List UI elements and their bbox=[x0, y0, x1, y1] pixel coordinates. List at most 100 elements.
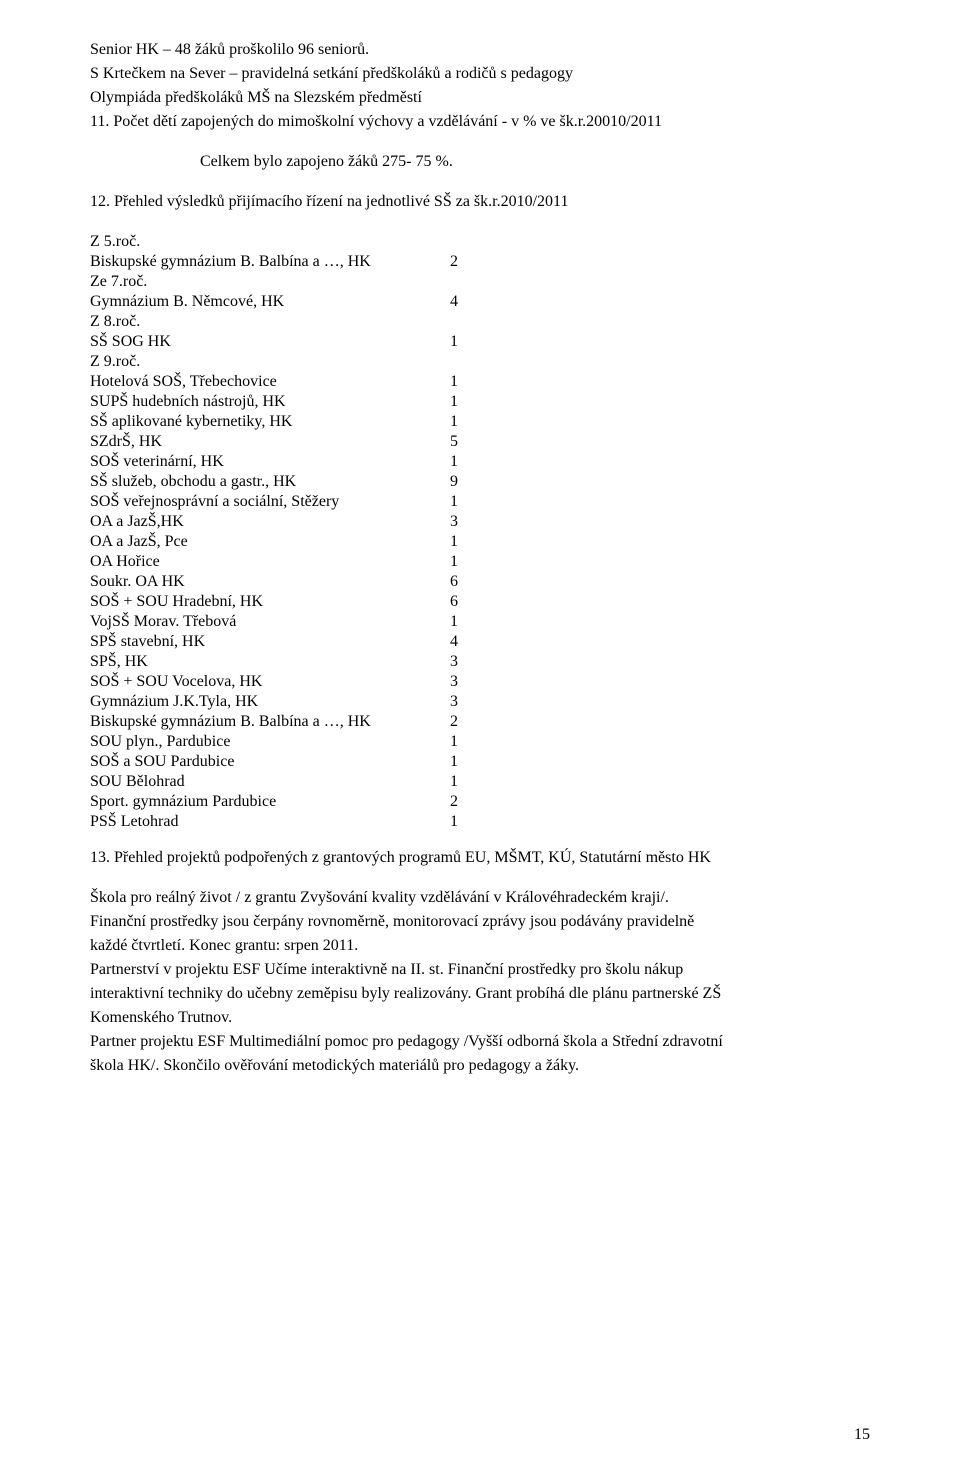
list-item: VojSŠ Morav. Třebová1 bbox=[90, 612, 870, 632]
list-item-value: 5 bbox=[450, 432, 480, 452]
list-item: OA Hořice1 bbox=[90, 552, 870, 572]
list-item-label: SPŠ stavební, HK bbox=[90, 632, 450, 652]
list-item-value: 3 bbox=[450, 692, 480, 712]
list-item: SPŠ stavební, HK4 bbox=[90, 632, 870, 652]
list-item-value: 1 bbox=[450, 372, 480, 392]
list-item-value: 4 bbox=[450, 292, 480, 312]
closing-line-4: Partnerství v projektu ESF Učíme interak… bbox=[90, 960, 870, 980]
list-item-value: 6 bbox=[450, 572, 480, 592]
list-item-label: PSŠ Letohrad bbox=[90, 812, 450, 832]
list-item: SZdrŠ, HK5 bbox=[90, 432, 870, 452]
intro-line-2: S Krtečkem na Sever – pravidelná setkání… bbox=[90, 64, 870, 84]
list-item-label: Z 8.roč. bbox=[90, 312, 450, 332]
list-item-value: 1 bbox=[450, 532, 480, 552]
list-item-value: 4 bbox=[450, 632, 480, 652]
list-item-value: 1 bbox=[450, 452, 480, 472]
intro-line-5: Celkem bylo zapojeno žáků 275- 75 %. bbox=[200, 152, 870, 172]
list-item: SOU Bělohrad1 bbox=[90, 772, 870, 792]
closing-line-6: Komenského Trutnov. bbox=[90, 1008, 870, 1028]
list-item: Biskupské gymnázium B. Balbína a …, HK2 bbox=[90, 712, 870, 732]
list-item-label: Soukr. OA HK bbox=[90, 572, 450, 592]
list-item-value: 6 bbox=[450, 592, 480, 612]
list-item-label: SOŠ + SOU Hradební, HK bbox=[90, 592, 450, 612]
list-item: SOŠ veterinární, HK1 bbox=[90, 452, 870, 472]
list-item: SOŠ + SOU Vocelova, HK3 bbox=[90, 672, 870, 692]
list-item-value: 1 bbox=[450, 552, 480, 572]
list-item-label: SOŠ veřejnosprávní a sociální, Stěžery bbox=[90, 492, 450, 512]
list-item-label: VojSŠ Morav. Třebová bbox=[90, 612, 450, 632]
list-item: SUPŠ hudebních nástrojů, HK1 bbox=[90, 392, 870, 412]
list-item-value: 2 bbox=[450, 712, 480, 732]
list-item-label: SZdrŠ, HK bbox=[90, 432, 450, 452]
list-item-label: OA a JazŠ,HK bbox=[90, 512, 450, 532]
section-13-title: 13. Přehled projektů podpořených z grant… bbox=[90, 848, 870, 868]
list-item: Z 8.roč. bbox=[90, 312, 870, 332]
list-item-label: SOŠ + SOU Vocelova, HK bbox=[90, 672, 450, 692]
list-item-value: 1 bbox=[450, 812, 480, 832]
list-item: SOU plyn., Pardubice1 bbox=[90, 732, 870, 752]
closing-line-1: Škola pro reálný život / z grantu Zvyšov… bbox=[90, 888, 870, 908]
list-item-label: Biskupské gymnázium B. Balbína a …, HK bbox=[90, 252, 450, 272]
list-item-value: 2 bbox=[450, 792, 480, 812]
document-page: Senior HK – 48 žáků proškolilo 96 senior… bbox=[0, 0, 960, 1469]
list-item-label: SOU plyn., Pardubice bbox=[90, 732, 450, 752]
list-item-label: Z 5.roč. bbox=[90, 232, 450, 252]
list-item-label: SOŠ veterinární, HK bbox=[90, 452, 450, 472]
list-item-label: SUPŠ hudebních nástrojů, HK bbox=[90, 392, 450, 412]
closing-line-3: každé čtvrtletí. Konec grantu: srpen 201… bbox=[90, 936, 870, 956]
list-item: Z 5.roč. bbox=[90, 232, 870, 252]
intro-line-6: 12. Přehled výsledků přijímacího řízení … bbox=[90, 192, 870, 212]
list-item: SŠ služeb, obchodu a gastr., HK9 bbox=[90, 472, 870, 492]
list-item-label: SOU Bělohrad bbox=[90, 772, 450, 792]
list-item-value: 3 bbox=[450, 512, 480, 532]
list-item-label: SPŠ, HK bbox=[90, 652, 450, 672]
list-item: Ze 7.roč. bbox=[90, 272, 870, 292]
list-item-value: 2 bbox=[450, 252, 480, 272]
list-item-value: 3 bbox=[450, 672, 480, 692]
closing-line-8: škola HK/. Skončilo ověřování metodickýc… bbox=[90, 1056, 870, 1076]
list-item: SŠ aplikované kybernetiky, HK1 bbox=[90, 412, 870, 432]
list-item: OA a JazŠ, Pce1 bbox=[90, 532, 870, 552]
list-item-label: SŠ služeb, obchodu a gastr., HK bbox=[90, 472, 450, 492]
intro-line-3: Olympiáda předškoláků MŠ na Slezském pře… bbox=[90, 88, 870, 108]
list-item-value: 3 bbox=[450, 652, 480, 672]
closing-line-2: Finanční prostředky jsou čerpány rovnomě… bbox=[90, 912, 870, 932]
list-item: Soukr. OA HK6 bbox=[90, 572, 870, 592]
list-item: PSŠ Letohrad1 bbox=[90, 812, 870, 832]
list-item-value: 1 bbox=[450, 412, 480, 432]
list-item-value: 1 bbox=[450, 732, 480, 752]
list-item: Biskupské gymnázium B. Balbína a …, HK2 bbox=[90, 252, 870, 272]
list-item: Gymnázium B. Němcové, HK4 bbox=[90, 292, 870, 312]
list-item: Gymnázium J.K.Tyla, HK3 bbox=[90, 692, 870, 712]
list-item-value: 1 bbox=[450, 392, 480, 412]
list-item: Sport. gymnázium Pardubice2 bbox=[90, 792, 870, 812]
list-item-label: Gymnázium J.K.Tyla, HK bbox=[90, 692, 450, 712]
list-item-label: Gymnázium B. Němcové, HK bbox=[90, 292, 450, 312]
list-item: SOŠ veřejnosprávní a sociální, Stěžery1 bbox=[90, 492, 870, 512]
list-item-value: 1 bbox=[450, 492, 480, 512]
list-item: SOŠ a SOU Pardubice1 bbox=[90, 752, 870, 772]
list-item-label: Biskupské gymnázium B. Balbína a …, HK bbox=[90, 712, 450, 732]
closing-line-5: interaktivní techniky do učebny zeměpisu… bbox=[90, 984, 870, 1004]
list-item-label: Z 9.roč. bbox=[90, 352, 450, 372]
list-item-label: SOŠ a SOU Pardubice bbox=[90, 752, 450, 772]
list-item-label: Hotelová SOŠ, Třebechovice bbox=[90, 372, 450, 392]
list-item-label: Sport. gymnázium Pardubice bbox=[90, 792, 450, 812]
list-item: Z 9.roč. bbox=[90, 352, 870, 372]
page-number: 15 bbox=[854, 1425, 870, 1445]
list-item: OA a JazŠ,HK3 bbox=[90, 512, 870, 532]
list-item: Hotelová SOŠ, Třebechovice1 bbox=[90, 372, 870, 392]
list-item-value: 1 bbox=[450, 752, 480, 772]
list-item-label: OA a JazŠ, Pce bbox=[90, 532, 450, 552]
intro-line-1: Senior HK – 48 žáků proškolilo 96 senior… bbox=[90, 40, 870, 60]
list-item-value: 1 bbox=[450, 332, 480, 352]
list-item: SPŠ, HK3 bbox=[90, 652, 870, 672]
list-item-label: OA Hořice bbox=[90, 552, 450, 572]
list-item: SOŠ + SOU Hradební, HK6 bbox=[90, 592, 870, 612]
list-item-value: 1 bbox=[450, 772, 480, 792]
list-item-value: 9 bbox=[450, 472, 480, 492]
list-item-label: SŠ aplikované kybernetiky, HK bbox=[90, 412, 450, 432]
list-item-label: SŠ SOG HK bbox=[90, 332, 450, 352]
list-item-value: 1 bbox=[450, 612, 480, 632]
list-item: SŠ SOG HK1 bbox=[90, 332, 870, 352]
